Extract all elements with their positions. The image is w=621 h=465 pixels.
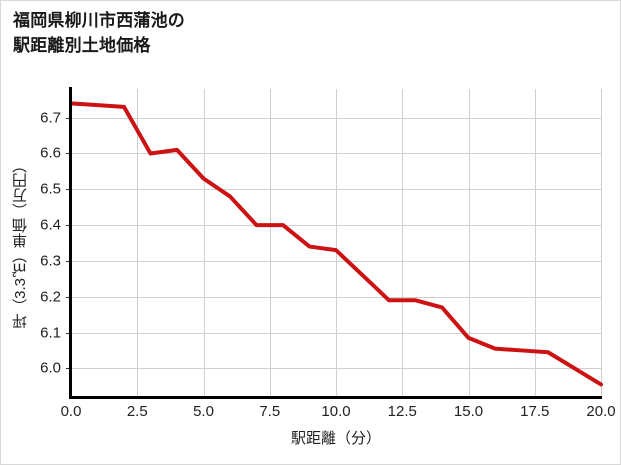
y-axis-tick [66,332,71,334]
y-axis-tick-label: 6.0 [40,359,61,377]
x-axis-spine [69,396,602,399]
line-series-svg [69,101,603,387]
y-axis-tick-label: 6.5 [40,180,61,198]
y-axis-tick [66,260,71,262]
y-axis-title: 坪（3.3㎡）単価（万円） [7,89,33,397]
y-axis-tick [66,368,71,370]
y-axis-spine [69,87,72,399]
gridline-vertical [601,89,602,397]
y-axis-tick [66,189,71,191]
gridline-vertical [137,89,139,397]
y-axis-tick-label: 6.2 [40,288,61,306]
gridline-vertical [402,89,404,397]
y-axis-tick [66,117,71,119]
y-axis-tick [66,296,71,298]
x-axis-tick-label: 5.0 [193,403,214,420]
x-axis-tick-label: 7.5 [259,403,281,420]
line-series-path [69,101,603,387]
x-axis-tick-label: 20.0 [586,403,616,420]
x-axis-title: 駅距離（分） [290,430,381,447]
y-axis-tick [66,153,71,155]
plot-area [66,89,603,397]
gridline-vertical [534,89,536,397]
y-axis-tick-label: 6.4 [40,216,61,234]
gridline-vertical [468,89,470,397]
y-axis-tick-label: 6.6 [40,144,61,162]
gridline-vertical [269,89,271,397]
gridline-vertical [336,89,337,397]
x-axis-tick-label: 0.0 [60,403,82,420]
x-axis-tick-label: 12.5 [387,403,417,420]
chart-title: 福岡県柳川市西蒲池の 駅距離別土地価格 [13,11,185,55]
y-axis-tick-label: 6.7 [40,109,61,127]
y-axis-tick-label: 6.3 [40,252,61,270]
y-axis-tick-label: 6.1 [40,324,61,342]
y-axis-tick [66,225,71,227]
x-axis-tick-label: 17.5 [520,403,550,420]
x-axis-tick-label: 2.5 [126,403,148,420]
x-axis-tick-label: 10.0 [321,403,351,420]
gridline-vertical [203,89,205,397]
x-axis-tick-label: 15.0 [453,403,484,420]
